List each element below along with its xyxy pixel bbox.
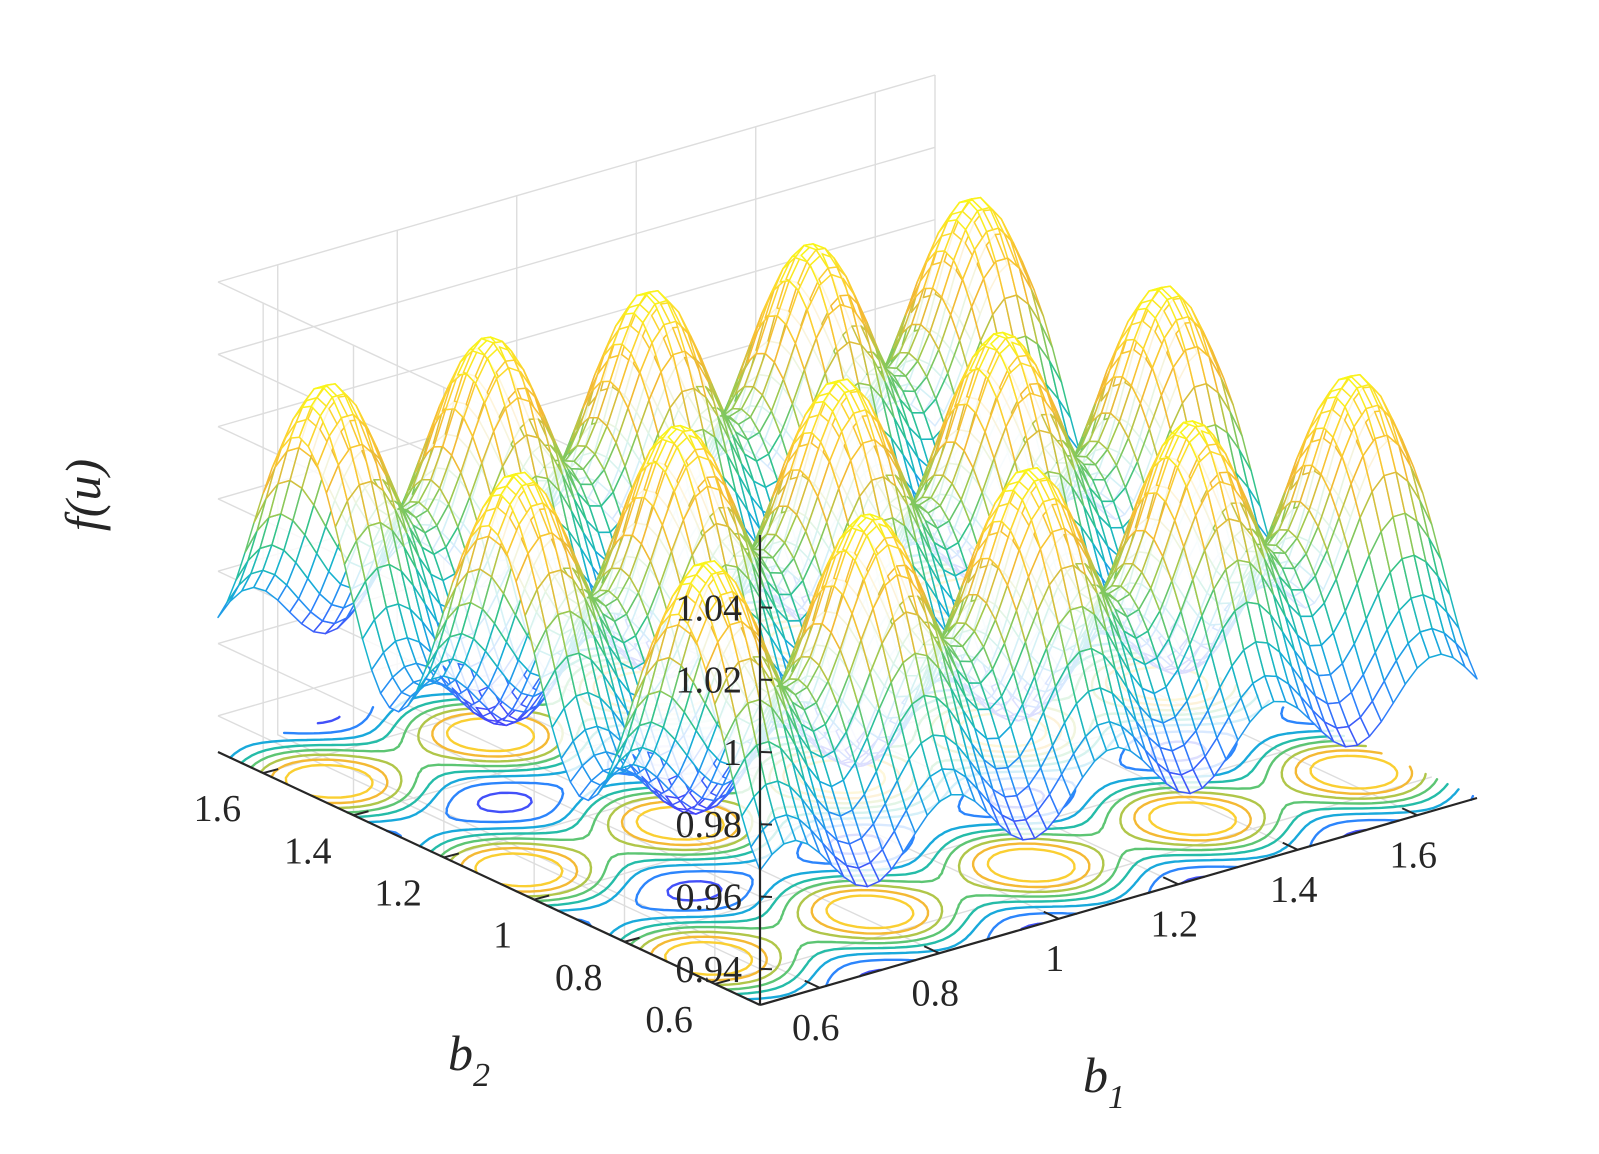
y-axis-title-subscript: 2 <box>473 1057 490 1094</box>
x-tick-label: 1 <box>1045 938 1064 980</box>
x-tick <box>1282 841 1299 851</box>
z-axis-title: f(u) <box>55 459 111 531</box>
x-tick <box>1043 910 1060 920</box>
surface-mesh-cell <box>1455 642 1478 680</box>
x-tick-label: 1.4 <box>1270 869 1318 911</box>
x-tick <box>1401 807 1418 817</box>
x-tick <box>923 945 940 955</box>
z-tick-label: 0.96 <box>676 877 743 919</box>
x-axis-title-subscript: 1 <box>1108 1079 1125 1116</box>
z-grid-line-back <box>217 146 936 355</box>
y-tick <box>353 810 369 817</box>
y-axis-line <box>217 751 761 1006</box>
x-tick <box>1162 876 1179 886</box>
z-tick-label: 1.04 <box>676 587 743 629</box>
y-axis-title: b2 <box>448 1025 490 1094</box>
y-axis-title-base: b <box>448 1025 473 1081</box>
y-tick <box>262 768 279 775</box>
y-tick-label: 1.4 <box>284 830 332 872</box>
y-tick <box>624 936 640 943</box>
y-tick-label: 1.2 <box>374 872 422 914</box>
x-tick-label: 1.6 <box>1390 834 1438 876</box>
x-tick-label: 0.8 <box>912 972 960 1014</box>
z-tick-label: 1.02 <box>676 660 743 702</box>
axis-lines <box>217 535 1478 1007</box>
tick-labels: 0.94 0.96 0.98 1 1.02 1.04 0.6 0.8 1 1.2 1.4 1.6 0.6… <box>194 587 1437 1048</box>
box-edge <box>217 74 936 283</box>
x-tick-label: 1.2 <box>1151 903 1199 945</box>
x-grid-line <box>277 264 821 989</box>
z-grid-line-left <box>217 715 761 970</box>
surface-mesh <box>217 196 1478 888</box>
x-axis-title: b1 <box>1083 1047 1125 1116</box>
y-tick <box>533 894 550 901</box>
z-tick-label: 0.98 <box>676 804 743 846</box>
y-tick-label: 0.6 <box>645 999 693 1041</box>
y-tick <box>714 978 731 985</box>
y-tick-label: 1.6 <box>194 788 242 830</box>
x-tick <box>804 979 821 989</box>
y-tick <box>443 852 460 859</box>
z-tick-label: 1 <box>723 732 742 774</box>
x-axis-line <box>759 796 1478 1007</box>
x-axis-title-base: b <box>1083 1047 1108 1103</box>
y-tick-label: 1 <box>493 915 512 957</box>
z-tick-label: 0.94 <box>676 949 743 991</box>
x-tick-label: 0.6 <box>792 1007 840 1049</box>
y-tick-label: 0.8 <box>555 957 603 999</box>
